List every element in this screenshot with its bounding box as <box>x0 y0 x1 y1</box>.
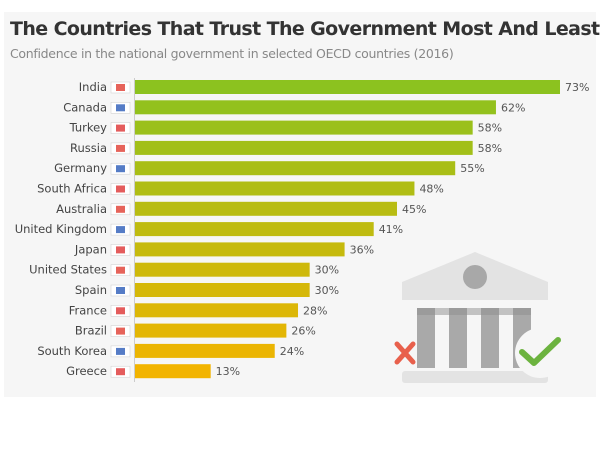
data-label: 41% <box>379 223 403 236</box>
category-label: France <box>69 303 107 317</box>
bar <box>135 283 310 297</box>
category-label: India <box>79 80 107 94</box>
bar <box>135 343 275 358</box>
flag-emblem <box>116 205 125 213</box>
bar <box>135 80 560 94</box>
bar <box>135 161 456 176</box>
data-label: 13% <box>216 365 240 378</box>
chart-subtitle: Confidence in the national government in… <box>10 46 454 61</box>
flag-emblem <box>116 307 125 315</box>
category-label: South Africa <box>37 182 107 196</box>
category-label: Germany <box>54 161 107 175</box>
data-label: 58% <box>478 122 502 135</box>
data-label: 24% <box>280 345 304 358</box>
bar <box>135 242 345 257</box>
data-label: 73% <box>565 81 589 94</box>
chart-title: The Countries That Trust The Government … <box>10 18 600 40</box>
flag-emblem <box>116 144 125 152</box>
data-label: 26% <box>291 325 315 338</box>
flag-emblem <box>116 266 125 274</box>
data-label: 30% <box>315 264 339 277</box>
data-label: 36% <box>350 243 374 256</box>
category-label: Spain <box>75 283 107 297</box>
data-label: 45% <box>402 203 426 216</box>
data-label: 62% <box>501 101 525 114</box>
bar <box>135 364 211 379</box>
flag-emblem <box>116 246 125 254</box>
flag-emblem <box>116 84 125 91</box>
category-label: Canada <box>63 100 107 114</box>
bar <box>135 140 473 155</box>
category-label: United States <box>29 263 107 277</box>
category-label: Russia <box>70 141 107 155</box>
flag-emblem <box>116 104 125 112</box>
flag-emblem <box>116 124 125 132</box>
bar <box>135 222 374 237</box>
category-label: Japan <box>74 242 107 256</box>
data-label: 48% <box>419 183 443 196</box>
bar <box>135 201 397 216</box>
bar <box>135 181 415 196</box>
flag-emblem <box>116 287 125 294</box>
flag-emblem <box>116 347 125 355</box>
bar <box>135 323 287 338</box>
flag-emblem <box>116 327 125 335</box>
check-icon <box>515 328 565 378</box>
bar <box>135 100 496 115</box>
category-label: Greece <box>66 364 107 378</box>
category-label: Turkey <box>69 121 108 135</box>
data-label: 58% <box>478 142 502 155</box>
data-label: 55% <box>460 162 484 175</box>
data-label: 30% <box>315 284 339 297</box>
bar <box>135 120 473 135</box>
cross-icon <box>394 341 416 365</box>
category-label: Brazil <box>75 324 107 338</box>
bar <box>135 303 299 318</box>
flag-emblem <box>116 226 125 234</box>
flag-emblem <box>116 165 125 173</box>
flag-emblem <box>116 368 125 376</box>
data-label: 28% <box>303 304 327 317</box>
bar <box>135 262 310 277</box>
category-label: Australia <box>56 202 107 216</box>
flag-emblem <box>116 185 125 193</box>
category-label: United Kingdom <box>15 222 107 236</box>
category-label: South Korea <box>37 344 107 358</box>
